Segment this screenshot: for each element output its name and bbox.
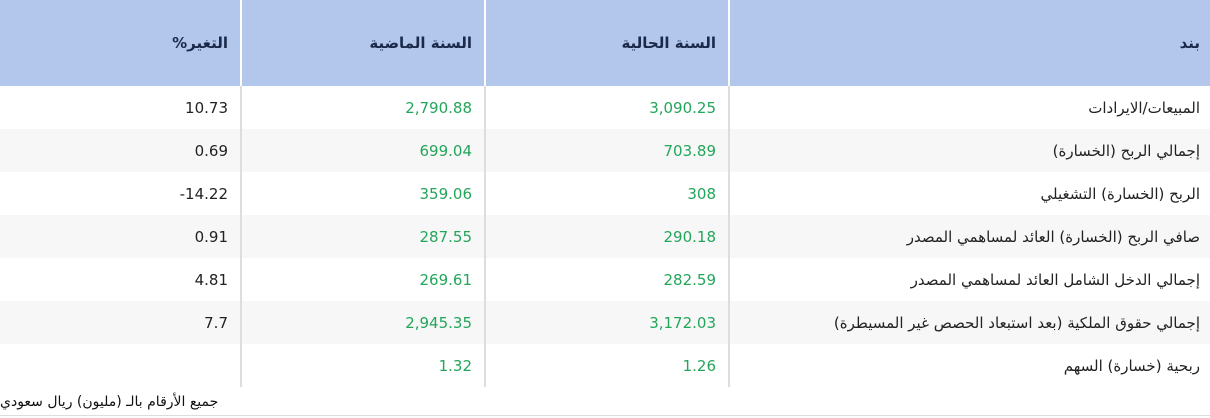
row-item-label: المبيعات/الايرادات — [728, 86, 1210, 129]
table-row: إجمالي الدخل الشامل العائد لمساهمي المصد… — [0, 258, 1210, 301]
table-row: صافي الربح (الخسارة) العائد لمساهمي المص… — [0, 215, 1210, 258]
header-current-year: السنة الحالية — [484, 0, 729, 86]
current-year-value: 1.26 — [484, 344, 729, 387]
header-item: بند — [728, 0, 1210, 86]
current-year-value: 3,090.25 — [484, 86, 729, 129]
change-percent-value: 0.91 — [0, 215, 241, 258]
row-item-label: صافي الربح (الخسارة) العائد لمساهمي المص… — [728, 215, 1210, 258]
row-item-label: إجمالي الربح (الخسارة) — [728, 129, 1210, 172]
financial-summary-table: بند السنة الحالية السنة الماضية التغير% … — [0, 0, 1210, 387]
table-row: إجمالي حقوق الملكية (بعد استبعاد الحصص غ… — [0, 301, 1210, 344]
previous-year-value: 699.04 — [240, 129, 485, 172]
table-row: المبيعات/الايرادات 3,090.25 2,790.88 10.73 — [0, 86, 1210, 129]
change-percent-value: 10.73 — [185, 98, 228, 117]
previous-year-value: 359.06 — [240, 172, 485, 215]
table-row: ربحية (خسارة) السهم 1.26 1.32 — [0, 344, 1210, 387]
previous-year-value: 2,945.35 — [240, 301, 485, 344]
table-header-row: بند السنة الحالية السنة الماضية التغير% — [0, 0, 1210, 86]
change-percent-value — [0, 344, 241, 387]
change-percent-value: 4.81 — [194, 270, 228, 289]
previous-year-value: 1.32 — [240, 344, 485, 387]
current-year-value: 703.89 — [484, 129, 729, 172]
row-item-label: ربحية (خسارة) السهم — [728, 344, 1210, 387]
change-percent-value: 0.69 — [0, 129, 241, 172]
row-item-label: الربح (الخسارة) التشغيلي — [728, 172, 1210, 215]
previous-year-value: 2,790.88 — [240, 86, 485, 129]
change-percent-value: 14.22- — [179, 184, 228, 203]
current-year-value: 308 — [484, 172, 729, 215]
row-item-label: إجمالي حقوق الملكية (بعد استبعاد الحصص غ… — [728, 301, 1210, 344]
current-year-value: 282.59 — [484, 258, 729, 301]
current-year-value: 3,172.03 — [484, 301, 729, 344]
previous-year-value: 287.55 — [240, 215, 485, 258]
header-previous-year: السنة الماضية — [240, 0, 485, 86]
previous-year-value: 269.61 — [240, 258, 485, 301]
table-row: إجمالي الربح (الخسارة) 703.89 699.04 0.69 — [0, 129, 1210, 172]
header-change-percent: التغير% — [0, 0, 241, 86]
change-percent-value: 7.7 — [0, 301, 241, 344]
table-row: الربح (الخسارة) التشغيلي 308 359.06 14.22- — [0, 172, 1210, 215]
row-item-label: إجمالي الدخل الشامل العائد لمساهمي المصد… — [728, 258, 1210, 301]
divider — [0, 415, 1210, 416]
footnote: جميع الأرقام بالـ (مليون) ريال سعودي — [0, 394, 219, 410]
current-year-value: 290.18 — [484, 215, 729, 258]
